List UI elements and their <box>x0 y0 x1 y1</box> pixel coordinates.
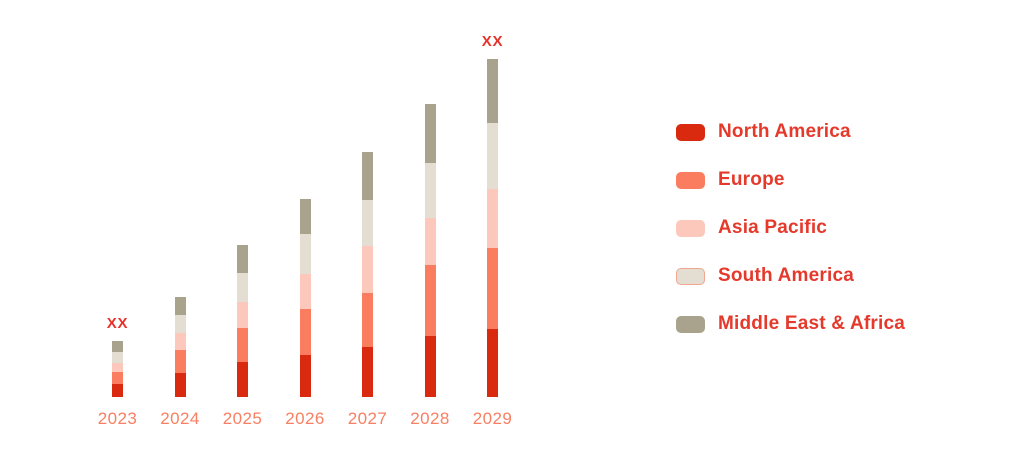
bar-segment-middle-east-africa <box>487 59 498 123</box>
bar-segment-middle-east-africa <box>299 199 311 234</box>
x-tick-label-2027: 2027 <box>347 409 388 428</box>
legend-item-north-america: North America <box>676 108 905 156</box>
bar-segment-north-america <box>299 355 311 397</box>
legend-item-middle-east-africa: Middle East & Africa <box>676 300 905 348</box>
legend-label-south-america: South America <box>718 265 854 286</box>
bar-segment-south-america <box>424 163 436 218</box>
bar-2026 <box>299 199 311 397</box>
bar-2029 <box>487 59 498 397</box>
legend-label-europe: Europe <box>718 169 785 190</box>
bar-segment-north-america <box>112 384 123 397</box>
x-tick-label-2024: 2024 <box>160 409 200 428</box>
bar-segment-europe <box>174 350 186 373</box>
legend-label-asia-pacific: Asia Pacific <box>718 217 828 238</box>
bar-segment-asia-pacific <box>487 189 498 248</box>
legend-label-north-america: North America <box>718 121 851 142</box>
bar-2023 <box>112 341 123 397</box>
bar-segment-europe <box>424 265 436 336</box>
bar-segment-south-america <box>362 200 373 246</box>
bar-2024 <box>174 297 186 397</box>
bar-segment-south-america <box>174 315 186 333</box>
legend-label-middle-east-africa: Middle East & Africa <box>718 313 906 334</box>
bar-segment-middle-east-africa <box>174 297 186 315</box>
bar-segment-south-america <box>237 273 248 302</box>
bar-segment-europe <box>112 372 123 384</box>
bar-2028 <box>424 104 436 397</box>
bar-segment-middle-east-africa <box>362 152 373 200</box>
bar-segment-north-america <box>237 362 248 397</box>
bar-segment-north-america <box>487 329 498 397</box>
x-tick-label-2023: 2023 <box>97 409 138 428</box>
value-annotation-2023: XX <box>106 315 129 332</box>
bar-segment-asia-pacific <box>362 246 373 293</box>
bar-segment-europe <box>299 309 311 355</box>
legend-swatch-asia-pacific <box>676 219 705 237</box>
legend-item-europe: Europe <box>676 156 905 204</box>
x-tick-label-2025: 2025 <box>222 409 263 428</box>
x-tick-label-2028: 2028 <box>410 409 450 428</box>
bar-segment-asia-pacific <box>424 218 436 265</box>
value-annotation-2029: XX <box>481 33 504 50</box>
bar-segment-asia-pacific <box>112 363 123 372</box>
bar-segment-south-america <box>299 234 311 274</box>
x-tick-label-2026: 2026 <box>285 409 325 428</box>
x-tick-label-2029: 2029 <box>472 409 513 428</box>
legend-item-south-america: South America <box>676 252 905 300</box>
bar-segment-south-america <box>112 352 123 363</box>
legend-item-asia-pacific: Asia Pacific <box>676 204 905 252</box>
legend-swatch-north-america <box>676 123 705 141</box>
bar-segment-europe <box>487 248 498 329</box>
legend-swatch-middle-east-africa <box>676 315 705 333</box>
legend-swatch-europe <box>676 171 705 189</box>
legend: North America Europe Asia Pacific South Ame… <box>676 108 905 348</box>
bar-2025 <box>237 245 248 397</box>
bar-segment-south-america <box>487 123 498 189</box>
bar-segment-europe <box>362 293 373 347</box>
legend-swatch-south-america <box>676 267 705 285</box>
bar-segment-middle-east-africa <box>237 245 248 273</box>
bar-segment-north-america <box>174 373 186 397</box>
bar-segment-europe <box>237 328 248 362</box>
bar-segment-north-america <box>362 347 373 397</box>
bar-2027 <box>362 152 373 397</box>
bar-segment-asia-pacific <box>174 333 186 350</box>
bar-segment-asia-pacific <box>237 302 248 328</box>
bar-segment-asia-pacific <box>299 274 311 309</box>
bar-segment-middle-east-africa <box>424 104 436 163</box>
bar-segment-middle-east-africa <box>112 341 123 352</box>
bar-segment-north-america <box>424 336 436 397</box>
